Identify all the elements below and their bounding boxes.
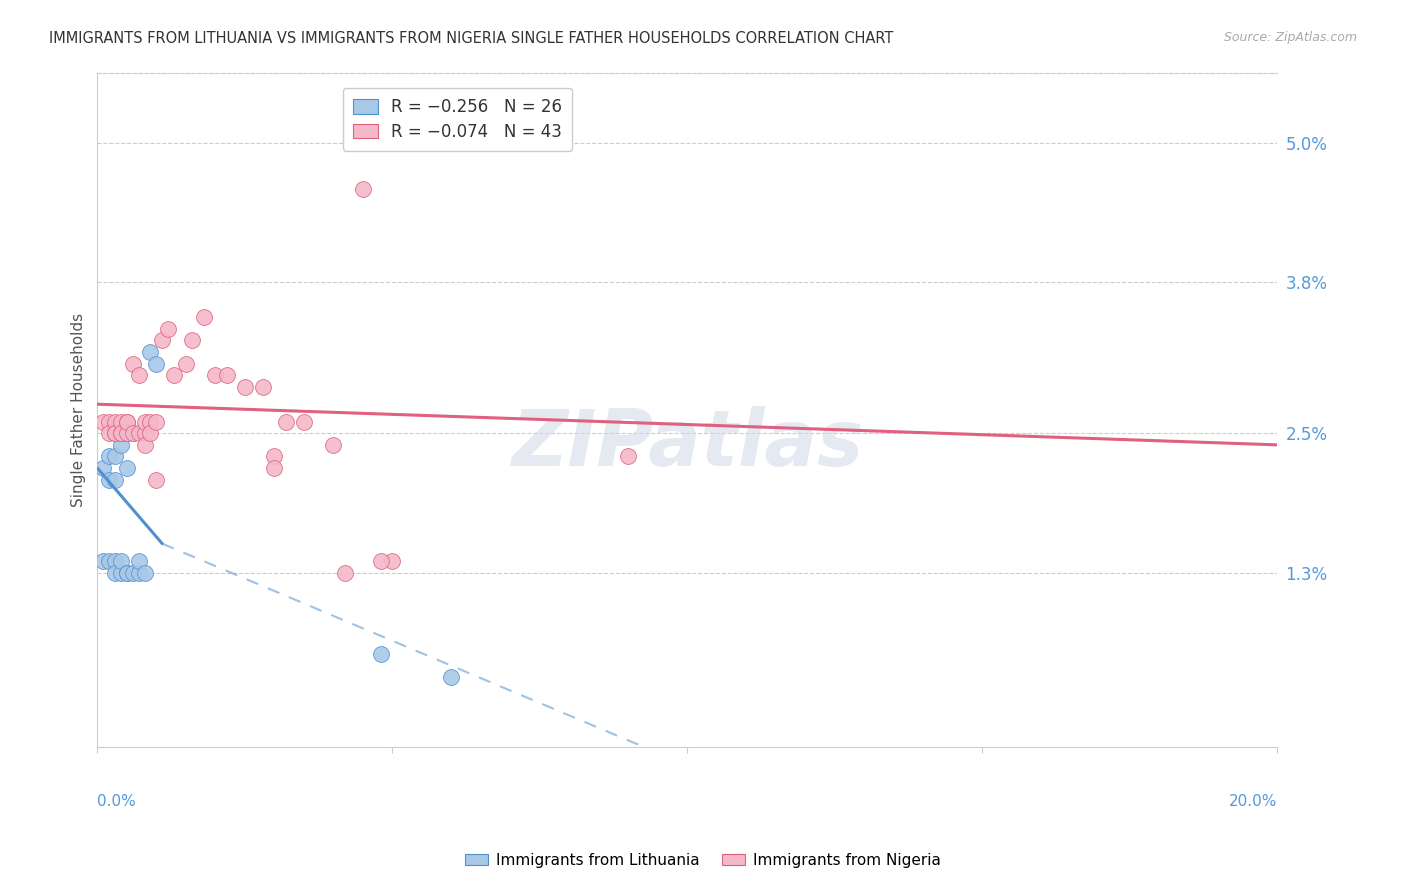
Point — [134, 438, 156, 452]
Point — [104, 450, 127, 464]
Point — [292, 415, 315, 429]
Point — [233, 380, 256, 394]
Legend: R = −0.256   N = 26, R = −0.074   N = 43: R = −0.256 N = 26, R = −0.074 N = 43 — [343, 88, 572, 151]
Point — [110, 426, 132, 441]
Text: ZIPatlas: ZIPatlas — [512, 406, 863, 482]
Point — [115, 415, 138, 429]
Point — [193, 310, 215, 324]
Point — [104, 554, 127, 568]
Point — [98, 554, 121, 568]
Point — [98, 426, 121, 441]
Point — [104, 473, 127, 487]
Point — [98, 450, 121, 464]
Point — [333, 566, 356, 580]
Point — [115, 566, 138, 580]
Point — [370, 647, 392, 661]
Point — [263, 450, 285, 464]
Point — [440, 670, 463, 684]
Point — [134, 566, 156, 580]
Point — [98, 415, 121, 429]
Point — [115, 415, 138, 429]
Point — [128, 554, 150, 568]
Text: 0.0%: 0.0% — [97, 794, 136, 809]
Point — [104, 415, 127, 429]
Point — [110, 438, 132, 452]
Point — [217, 368, 239, 383]
Point — [121, 566, 143, 580]
Point — [115, 426, 138, 441]
Text: IMMIGRANTS FROM LITHUANIA VS IMMIGRANTS FROM NIGERIA SINGLE FATHER HOUSEHOLDS CO: IMMIGRANTS FROM LITHUANIA VS IMMIGRANTS … — [49, 31, 894, 46]
Point — [134, 426, 156, 441]
Point — [276, 415, 298, 429]
Point — [121, 357, 143, 371]
Point — [110, 426, 132, 441]
Point — [163, 368, 186, 383]
Point — [115, 426, 138, 441]
Point — [110, 566, 132, 580]
Point — [91, 554, 114, 568]
Point — [263, 461, 285, 475]
Point — [121, 426, 143, 441]
Point — [180, 333, 202, 347]
Point — [128, 566, 150, 580]
Point — [252, 380, 274, 394]
Point — [139, 415, 162, 429]
Point — [134, 415, 156, 429]
Point — [381, 554, 404, 568]
Point — [139, 426, 162, 441]
Point — [115, 461, 138, 475]
Point — [121, 426, 143, 441]
Point — [352, 182, 374, 196]
Point — [104, 426, 127, 441]
Point — [174, 357, 197, 371]
Point — [98, 473, 121, 487]
Point — [150, 333, 173, 347]
Point — [104, 566, 127, 580]
Point — [145, 473, 167, 487]
Point — [115, 566, 138, 580]
Point — [110, 554, 132, 568]
Point — [157, 321, 180, 335]
Point — [91, 461, 114, 475]
Point — [110, 426, 132, 441]
Point — [91, 415, 114, 429]
Point — [370, 554, 392, 568]
Legend: Immigrants from Lithuania, Immigrants from Nigeria: Immigrants from Lithuania, Immigrants fr… — [460, 847, 946, 873]
Y-axis label: Single Father Households: Single Father Households — [72, 313, 86, 507]
Point — [145, 415, 167, 429]
Point — [128, 368, 150, 383]
Text: Source: ZipAtlas.com: Source: ZipAtlas.com — [1223, 31, 1357, 45]
Point — [128, 426, 150, 441]
Point — [204, 368, 226, 383]
Point — [139, 344, 162, 359]
Point — [322, 438, 344, 452]
Point — [145, 357, 167, 371]
Point — [617, 450, 640, 464]
Text: 20.0%: 20.0% — [1229, 794, 1277, 809]
Point — [110, 415, 132, 429]
Point — [104, 426, 127, 441]
